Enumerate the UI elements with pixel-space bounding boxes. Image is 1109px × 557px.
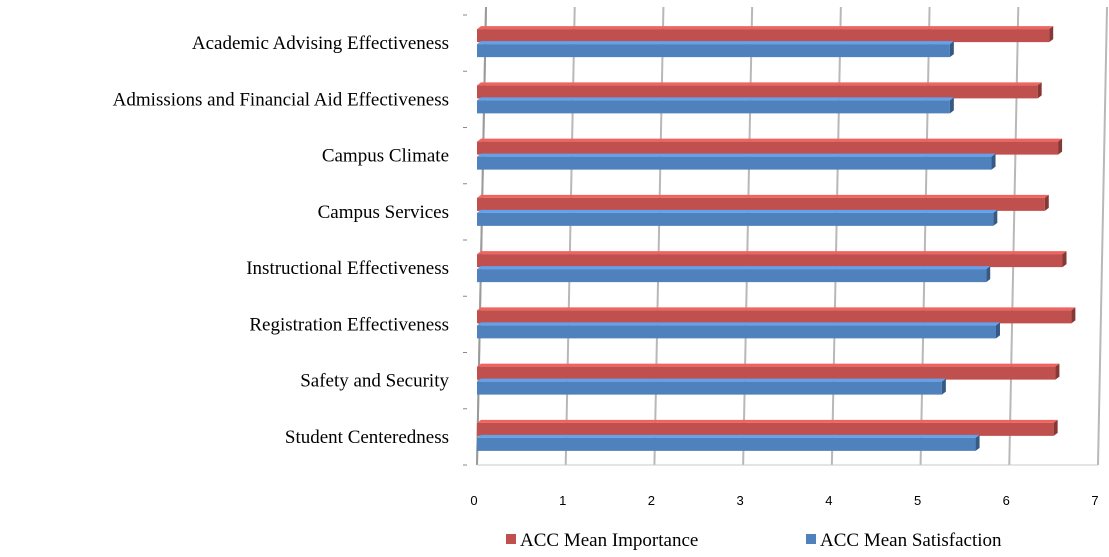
axes	[463, 6, 1098, 466]
bar	[477, 194, 1049, 211]
category-label: Student Centeredness	[285, 427, 449, 448]
x-tick-label: 5	[914, 493, 921, 508]
bar	[477, 378, 946, 395]
x-tick-label: 2	[648, 493, 655, 508]
bar	[477, 322, 1000, 339]
category-label: Registration Effectiveness	[249, 314, 449, 335]
grid-line	[653, 6, 665, 466]
legend-swatch	[506, 534, 516, 544]
category-labels: Academic Advising Effectiveness Admission…	[113, 33, 450, 448]
y-axis-line	[476, 6, 487, 466]
bar	[477, 82, 1042, 99]
bar	[477, 251, 1067, 268]
x-tick-label: 4	[825, 493, 832, 508]
grid-line	[919, 6, 931, 466]
legend-swatch	[806, 534, 816, 544]
bar	[477, 434, 980, 451]
x-tick-label: 6	[1003, 493, 1010, 508]
grid-line	[830, 6, 842, 466]
legend-label: ACC Mean Satisfaction	[820, 530, 1002, 551]
x-tick-label: 1	[559, 493, 566, 508]
grid-line	[1097, 6, 1108, 466]
category-label: Academic Advising Effectiveness	[192, 33, 449, 54]
category-label: Admissions and Financial Aid Effectivene…	[113, 89, 449, 110]
grid-lines	[476, 6, 1108, 466]
category-label: Instructional Effectiveness	[246, 258, 449, 279]
bar	[477, 209, 998, 226]
category-label: Safety and Security	[300, 371, 449, 392]
x-tick-labels: 0 1 2 3 4 5 6 7	[470, 493, 1098, 508]
legend: ACC Mean Importance ACC Mean Satisfaction	[506, 530, 1002, 551]
bar	[477, 153, 996, 170]
legend-label: ACC Mean Importance	[520, 530, 698, 551]
bar	[477, 97, 954, 114]
x-tick-label: 0	[470, 493, 477, 508]
bars	[477, 26, 1076, 451]
grid-line	[564, 6, 576, 466]
bar	[477, 266, 991, 283]
grid-line	[742, 6, 754, 466]
bar	[477, 138, 1063, 155]
bar	[477, 26, 1054, 43]
x-tick-label: 3	[737, 493, 744, 508]
bar	[477, 363, 1060, 380]
bar	[477, 41, 954, 58]
bar	[477, 419, 1058, 436]
category-label: Campus Climate	[322, 146, 449, 167]
x-tick-label: 7	[1091, 493, 1098, 508]
grid-line	[1008, 6, 1020, 466]
bar	[477, 307, 1076, 324]
category-label: Campus Services	[318, 202, 449, 223]
